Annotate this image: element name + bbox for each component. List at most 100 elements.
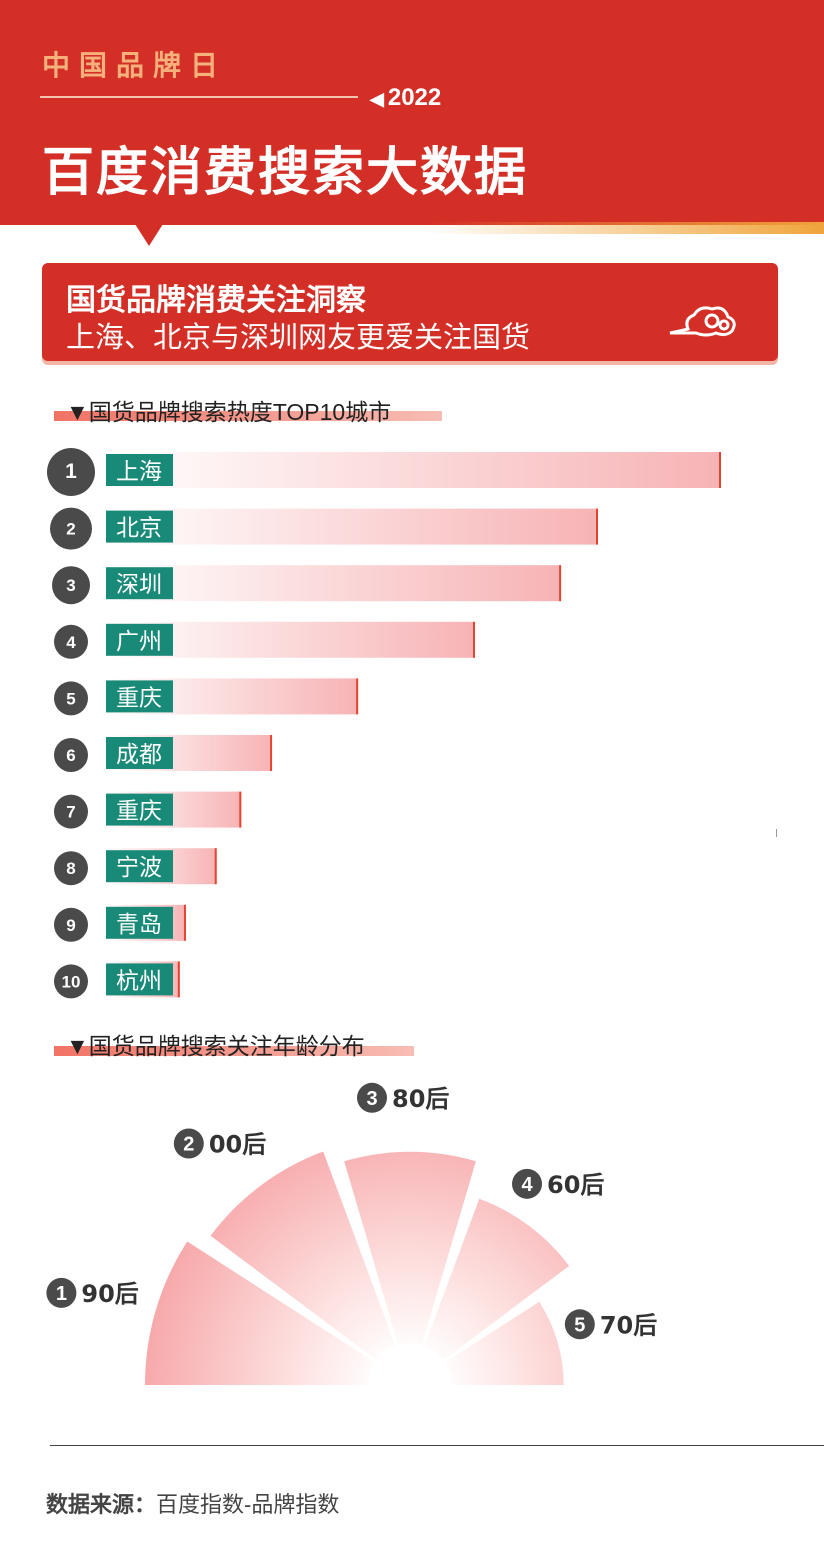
bar-end-marker [183,904,186,941]
city-section-text: 国货品牌搜索热度TOP10城市 [88,399,392,425]
city-label-bg [106,623,173,656]
age-label: 70后 [600,1311,657,1339]
city-label: 青岛 [116,912,162,938]
rank-number: 6 [66,746,75,765]
age-distribution-chart: 1 90后 2 00后 3 80后 4 60后 5 70后 [46,1082,657,1385]
city-label-bg [106,793,173,826]
age-segment [145,1241,375,1385]
insight-banner: 国货品牌消费关注洞察 上海、北京与深圳网友更爱关注国货 [42,263,778,361]
rank-number: 4 [66,633,76,652]
bar-end-marker [473,621,475,658]
bar-end-marker [270,735,273,771]
brand-label: 中国品牌日 [42,50,228,81]
rank-badge [54,907,88,942]
tick-mark [776,829,777,837]
age-segment [424,1198,570,1360]
rank-number: 9 [66,916,75,935]
city-label: 重庆 [116,799,162,825]
bar [106,508,598,545]
age-rank-number: 1 [56,1283,67,1305]
age-section-text: 国货品牌搜索关注年龄分布 [88,1033,365,1059]
age-section-title: ▼国货品牌搜索关注年龄分布 [66,1027,365,1061]
auspicious-cloud-icon [669,306,736,337]
age-rank-badge [564,1309,595,1340]
age-label: 60后 [547,1171,604,1199]
age-rank-badge [173,1128,204,1159]
triangle-down-icon: ▼ [66,1033,89,1059]
city-label: 广州 [116,629,162,655]
rank-number: 5 [66,689,75,708]
footer-divider [50,1445,824,1446]
city-ranking-chart: 1 上海 2 北京 3 深圳 4 广州 5 重庆 6 成都 7 重庆 8 宁波 9 青岛 10 杭州 [47,448,721,999]
age-section-underline [54,1046,414,1056]
age-label: 00后 [209,1131,266,1159]
age-rank-number: 4 [521,1174,533,1196]
rank-number: 1 [65,460,77,483]
city-label: 重庆 [116,685,162,711]
rank-number: 3 [66,576,75,595]
bar [106,565,562,602]
rank-number: 7 [66,803,75,822]
data-source: 数据来源：百度指数-品牌指数 [46,1487,339,1519]
header-banner [0,0,824,225]
rank-badge [47,448,95,496]
age-rank-number: 3 [366,1088,377,1110]
age-rank-number: 2 [183,1134,194,1156]
bar-end-marker [719,452,721,488]
age-rank-badge [46,1277,77,1308]
city-label: 宁波 [116,855,162,881]
city-label-bg [106,906,173,939]
bar-end-marker [177,961,180,998]
age-rank-number: 5 [574,1314,585,1336]
bar-end-marker [214,848,217,885]
rank-badge [54,851,88,886]
triangle-down-icon: ▼ [66,399,89,425]
rank-number: 2 [66,520,75,539]
rank-number: 8 [66,859,75,878]
city-label-bg [106,567,173,600]
rank-badge [54,681,88,716]
bar-end-marker [239,791,242,828]
city-label: 北京 [116,516,162,542]
rank-badge [54,964,88,999]
rank-badge [52,566,90,605]
city-label: 深圳 [116,572,162,598]
rank-badge [54,624,88,659]
city-label-bg [106,510,173,543]
bar-end-marker [596,508,598,545]
city-label-bg [106,963,173,996]
header-pointer [135,224,163,246]
city-label-bg [106,680,173,713]
city-label-bg [106,737,173,769]
city-label: 杭州 [116,968,162,994]
age-segment [344,1151,476,1345]
age-segment [210,1151,396,1360]
city-label: 上海 [116,459,162,485]
year-text: 2022 [387,84,442,111]
rank-number: 10 [62,972,81,991]
age-rank-badge [512,1168,543,1199]
source-label: 数据来源： [46,1492,157,1517]
bar-end-marker [356,678,359,715]
bar-end-marker [559,565,562,602]
city-label-bg [106,454,173,486]
age-rank-badge [357,1082,387,1113]
city-section-underline [54,411,442,421]
age-segment [445,1301,564,1385]
banner-subtitle: 上海、北京与深圳网友更爱关注国货 [66,322,531,354]
year-label: ◀ 2022 [370,84,441,112]
triangle-left-icon: ◀ [370,89,384,109]
city-label-bg [106,850,173,883]
header-accent-strip [424,222,824,234]
banner-title: 国货品牌消费关注洞察 [66,284,366,317]
city-label: 成都 [116,742,162,768]
page-title: 百度消费搜索大数据 [42,144,529,202]
age-label: 90后 [81,1280,138,1308]
rank-badge [54,794,88,829]
rank-badge [54,738,88,772]
header-rule [40,96,358,98]
city-section-title: ▼国货品牌搜索热度TOP10城市 [66,393,391,427]
age-label: 80后 [392,1085,449,1113]
source-text: 百度指数-品牌指数 [156,1492,340,1517]
rank-badge [50,507,92,550]
